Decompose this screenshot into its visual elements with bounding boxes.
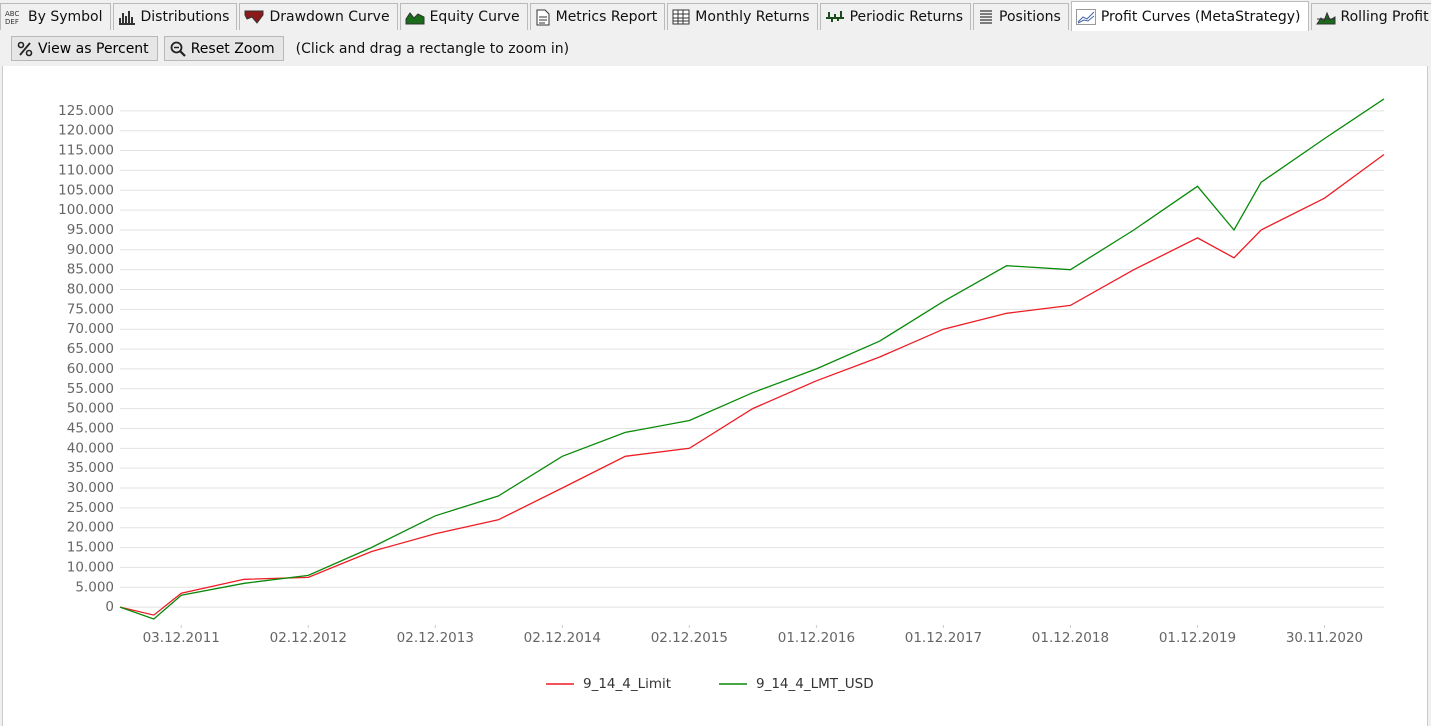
y-tick-label: 65.000 — [67, 341, 114, 357]
toolbar: View as Percent Reset Zoom (Click and dr… — [11, 36, 569, 61]
tab[interactable]: Drawdown Curve — [239, 3, 398, 30]
legend-text: 9_14_4_LMT_USD — [756, 676, 874, 692]
y-tick-label: 45.000 — [67, 420, 114, 436]
y-tick-label: 85.000 — [67, 262, 114, 278]
y-tick-label: 75.000 — [67, 301, 114, 317]
y-tick-label: 50.000 — [67, 401, 114, 417]
tab[interactable]: Profit Curves (MetaStrategy) — [1070, 1, 1309, 31]
y-tick-label: 105.000 — [58, 182, 114, 198]
x-tick-label: 02.12.2014 — [524, 630, 601, 646]
x-tick-label: 01.12.2017 — [905, 630, 982, 646]
tab[interactable]: Periodic Returns — [819, 3, 972, 30]
zoom-hint: (Click and drag a rectangle to zoom in) — [295, 40, 570, 57]
y-tick-label: 115.000 — [58, 143, 114, 159]
button-label: Reset Zoom — [190, 40, 275, 57]
button-icon — [17, 41, 33, 56]
x-tick-label: 01.12.2016 — [778, 630, 855, 646]
tab-icon — [825, 11, 844, 22]
x-tick-label: 02.12.2012 — [270, 630, 347, 646]
tab[interactable]: ABC DEF By Symbol — [0, 3, 111, 30]
y-tick-label: 120.000 — [58, 123, 114, 139]
x-tick-label: 03.12.2011 — [143, 630, 220, 646]
y-tick-label: 5.000 — [75, 579, 114, 595]
tab-icon — [405, 12, 425, 25]
tab[interactable]: Rolling Profit — [1310, 3, 1431, 30]
y-tick-label: 60.000 — [67, 361, 114, 377]
tab-label: Periodic Returns — [849, 9, 964, 25]
tab-icon — [1315, 11, 1336, 25]
tab-label: Positions — [999, 9, 1061, 25]
y-tick-label: 55.000 — [67, 381, 114, 397]
tab-label: Rolling Profit — [1340, 9, 1429, 25]
y-tick-label: 20.000 — [67, 520, 114, 536]
tab-icon — [980, 10, 993, 24]
tab[interactable]: Metrics Report — [529, 3, 666, 30]
y-tick-label: 100.000 — [58, 202, 114, 218]
y-tick-label: 110.000 — [58, 162, 114, 178]
series-line — [119, 153, 1385, 616]
y-tick-label: 80.000 — [67, 282, 114, 298]
y-tick-label: 35.000 — [67, 460, 114, 476]
y-tick-label: 30.000 — [67, 480, 114, 496]
tab-icon — [244, 10, 264, 24]
x-tick-label: 01.12.2018 — [1032, 630, 1109, 646]
chart-panel: 0 5.000 10.000 15.000 20.000 25.000 30.000 35.0… — [2, 66, 1428, 726]
y-tick-label: 125.000 — [58, 103, 114, 119]
tab-icon — [1075, 8, 1096, 25]
tab-label: Drawdown Curve — [269, 9, 390, 25]
y-tick-label: 90.000 — [67, 242, 114, 258]
y-tick-label: 95.000 — [67, 222, 114, 238]
tab-label: Profit Curves (MetaStrategy) — [1100, 8, 1301, 25]
x-tick-label: 02.12.2013 — [397, 630, 474, 646]
view-as-percent-button[interactable]: View as Percent — [11, 36, 158, 61]
reset-zoom-button[interactable]: Reset Zoom — [163, 36, 284, 61]
tab-label: Monthly Returns — [695, 9, 810, 25]
y-tick-label: 10.000 — [67, 559, 114, 575]
svg-text:ABC: ABC — [5, 10, 19, 18]
y-tick-label: 0 — [105, 599, 114, 615]
button-label: View as Percent — [38, 40, 149, 57]
tab-label: Metrics Report — [555, 9, 658, 25]
x-tick-label: 01.12.2019 — [1159, 630, 1236, 646]
tab[interactable]: Distributions — [112, 3, 238, 30]
tab-label: By Symbol — [28, 9, 103, 25]
svg-text:DEF: DEF — [5, 18, 19, 25]
tab-bar: ABC DEF By Symbol Distributions Drawdown C… — [0, 1, 1431, 31]
y-tick-label: 40.000 — [67, 440, 114, 456]
tab-icon — [536, 9, 550, 25]
y-tick-label: 15.000 — [67, 540, 114, 556]
tab-icon — [118, 11, 135, 25]
series-line — [119, 98, 1385, 620]
chart: 0 5.000 10.000 15.000 20.000 25.000 30.000 35.0… — [58, 98, 1385, 692]
y-tick-label: 25.000 — [67, 500, 114, 516]
tab[interactable]: Positions — [973, 3, 1069, 30]
tab[interactable]: Monthly Returns — [667, 3, 818, 30]
y-tick-label: 70.000 — [67, 321, 114, 337]
legend-text: 9_14_4_Limit — [583, 676, 671, 692]
x-tick-label: 30.11.2020 — [1286, 630, 1363, 646]
tab-label: Distributions — [140, 9, 230, 25]
button-icon — [170, 41, 186, 57]
tab-icon — [672, 9, 690, 25]
tab[interactable]: Equity Curve — [399, 3, 528, 30]
x-tick-label: 02.12.2015 — [651, 630, 728, 646]
tab-label: Equity Curve — [429, 9, 520, 25]
